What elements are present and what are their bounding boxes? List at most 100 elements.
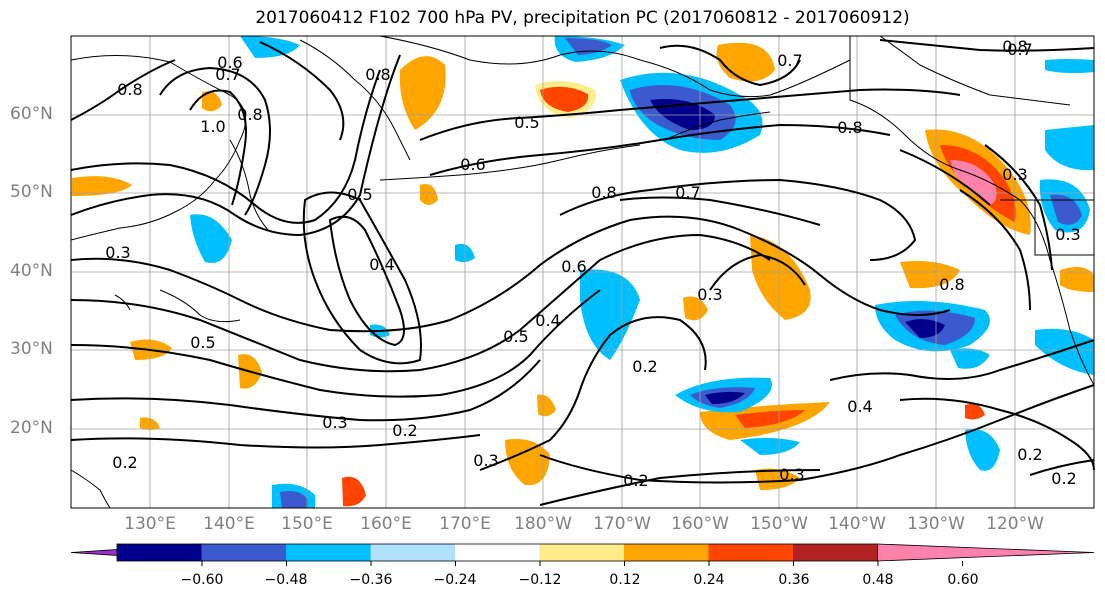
colorbar-segment: [286, 544, 371, 561]
contour-label: 0.4: [535, 311, 560, 330]
contour-label: 0.2: [1051, 469, 1076, 488]
contour-label: 0.7: [777, 51, 802, 70]
contour-label: 0.6: [460, 155, 485, 174]
precip-negative-blob: [965, 429, 1000, 471]
contour-label: 0.3: [1055, 225, 1080, 244]
colorbar-tick-label: −0.48: [264, 572, 308, 588]
precip-positive-blob: [399, 56, 446, 130]
precip-positive-blob: [965, 403, 985, 420]
contour-label: 0.8: [591, 183, 616, 202]
colorbar-segment: [370, 544, 456, 561]
colorbar-tick-label: −0.12: [518, 572, 562, 588]
contour-label: 0.8: [837, 118, 862, 137]
colorbar-segment: [793, 544, 878, 561]
contour-label: 0.7: [675, 183, 700, 202]
contour-label: 0.6: [217, 53, 242, 72]
contour-label: 0.2: [632, 357, 657, 376]
contour-label: 0.5: [503, 327, 528, 346]
contour-label: 0.8: [365, 65, 390, 84]
colorbar-segment: [708, 544, 794, 561]
precip-positive-blob: [735, 410, 805, 428]
lon-label: 160°E: [360, 514, 412, 534]
contour-labels: 0.6 0.7 0.8 0.8 1.0 0.8 0.5 0.6 0.7 0.8 …: [105, 37, 1080, 490]
contour-label: 0.8: [1002, 37, 1027, 56]
lon-label: 150°W: [750, 514, 808, 534]
precip-positive-blob: [755, 468, 800, 490]
precip-positive-blob: [950, 160, 997, 205]
precip-negative-blob: [950, 348, 990, 369]
lon-label: 130°E: [124, 514, 176, 534]
lon-label: 140°E: [203, 514, 255, 534]
contour-label: 0.8: [117, 80, 142, 99]
contour-label: 1.0: [200, 117, 225, 136]
contour-label: 0.4: [369, 255, 394, 274]
contour-label: 0.5: [347, 185, 372, 204]
lon-label: 180°W: [514, 514, 572, 534]
precip-negative-blob: [1035, 328, 1094, 375]
precip-negative-blob: [1045, 59, 1094, 74]
colorbar-tick-label: −0.36: [349, 572, 393, 588]
contour-label: 0.2: [112, 453, 137, 472]
lat-label: 50°N: [10, 182, 53, 202]
contour-label: 0.8: [939, 275, 964, 294]
precip-negative-blob: [705, 391, 745, 404]
contour-label: 0.4: [847, 397, 872, 416]
colorbar-outline: [116, 543, 878, 562]
contour-label: 0.6: [561, 257, 586, 276]
contour-label: 0.3: [779, 465, 804, 484]
precip-negative-blob: [565, 38, 612, 55]
precip-negative-blob: [190, 214, 232, 264]
contour-label: 0.5: [190, 333, 215, 352]
contour-label: 0.7: [215, 65, 240, 84]
lat-label: 40°N: [10, 261, 53, 281]
colorbar-tick-label: 0.60: [947, 572, 979, 588]
precip-negative-blob: [280, 491, 308, 508]
precip-negative-blob: [1045, 125, 1094, 171]
plot-title: 2017060412 F102 700 hPa PV, precipitatio…: [255, 8, 910, 28]
precip-negative-blob: [740, 437, 800, 455]
contour-label: 0.3: [473, 451, 498, 470]
precip-positive-blob: [900, 261, 960, 289]
lon-label: 140°W: [828, 514, 886, 534]
colorbar-segment: [201, 544, 287, 561]
colorbar-segment: [117, 544, 202, 561]
contour-label: 0.3: [105, 243, 130, 262]
lon-label: 150°E: [281, 514, 333, 534]
precip-positive-blob: [505, 439, 550, 486]
contour-label: 0.2: [623, 471, 648, 490]
coastlines: [70, 35, 1095, 509]
precip-positive-blob: [342, 476, 366, 507]
lon-label: 120°W: [986, 514, 1044, 534]
precip-positive-blob: [1060, 266, 1094, 292]
precip-positive-blob: [683, 296, 708, 321]
contour-label: 0.3: [697, 285, 722, 304]
colorbar-segment: [624, 544, 709, 561]
precip-positive-blob: [72, 176, 132, 196]
contour-label: 0.2: [392, 421, 417, 440]
colorbar-tick-label: 0.24: [693, 572, 725, 588]
precip-negative-blob: [1050, 194, 1082, 225]
colorbar-extend-max: [877, 543, 1095, 562]
lon-label: 160°W: [671, 514, 729, 534]
colorbar-tick-label: 0.12: [609, 572, 641, 588]
colorbar-tick-label: 0.36: [778, 572, 810, 588]
contour-label: 0.3: [322, 413, 347, 432]
contour-label: 0.3: [1002, 165, 1027, 184]
lon-label: 130°W: [907, 514, 965, 534]
precip-positive-blob: [202, 91, 222, 112]
contour-label: 0.8: [237, 105, 262, 124]
precip-negative-blob: [905, 319, 945, 338]
map-frame: [70, 35, 1095, 509]
pv-contours: [70, 39, 1095, 506]
colorbar-segment: [539, 544, 625, 561]
colorbar-tick-label: 0.48: [862, 572, 894, 588]
lat-label: 20°N: [10, 418, 53, 438]
precip-positive-blob: [420, 184, 438, 205]
contour-label: 0.5: [514, 113, 539, 132]
colorbar: [70, 543, 1095, 566]
lon-label: 170°E: [439, 514, 491, 534]
map-gridlines: [71, 36, 1094, 508]
contour-label: 0.7: [1007, 40, 1032, 59]
precip-shading: [72, 36, 1094, 508]
